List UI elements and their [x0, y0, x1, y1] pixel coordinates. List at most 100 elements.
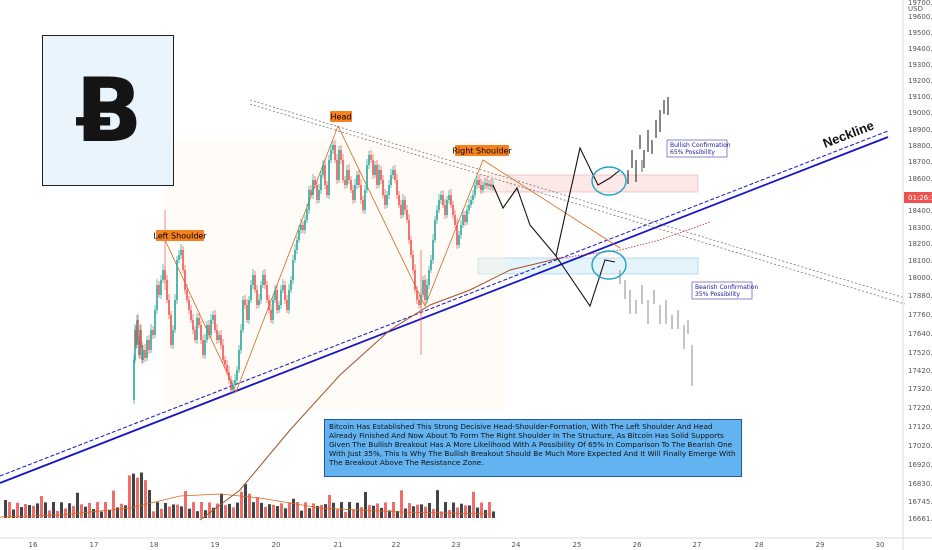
candle-body: [488, 184, 490, 186]
date-tick-label: 28: [755, 541, 764, 549]
candle-body: [284, 285, 286, 300]
date-tick-label: 23: [452, 541, 461, 549]
candle-body: [176, 260, 178, 300]
currency-label: USD: [908, 5, 923, 13]
candle-body: [286, 300, 288, 310]
candle-body: [210, 320, 212, 335]
price-tick-label: 18300.00: [908, 224, 932, 232]
bearish-possibility-label: 35% Possibility: [695, 291, 740, 298]
candle-body: [268, 300, 270, 310]
price-tick-label: 19000.00: [908, 109, 932, 117]
bullish-highlight-circle: [591, 166, 627, 196]
candle-body: [214, 315, 216, 330]
price-tick-label: 18400.00: [908, 207, 932, 215]
volume-bar: [164, 503, 167, 518]
price-tick-label: 17020.00: [908, 442, 932, 450]
candle-body: [141, 345, 143, 360]
price-tick-label: 19700.00: [908, 0, 932, 7]
candle-body: [220, 335, 222, 345]
candle-body: [368, 155, 370, 165]
candle-body: [432, 240, 434, 260]
candle-body: [226, 365, 228, 372]
price-tick-label: 18100.00: [908, 257, 932, 265]
head-label-bg: [330, 111, 352, 122]
volume-bar: [168, 506, 171, 518]
volume-bar: [340, 502, 343, 518]
volume-bar: [252, 502, 255, 518]
candle-body: [454, 215, 456, 225]
support-zone: [477, 257, 699, 275]
candle-body: [300, 225, 302, 230]
candle-body: [350, 180, 352, 190]
candle-body: [322, 165, 324, 175]
candle-body: [346, 170, 348, 185]
candle-body: [272, 300, 274, 320]
volume-bar: [52, 502, 55, 518]
volume-bar: [304, 502, 307, 518]
volume-bar: [312, 503, 315, 518]
candle-body: [416, 290, 418, 300]
candle-body: [304, 220, 306, 230]
candle-body: [140, 330, 142, 345]
bullish-confirmation-box: [666, 139, 728, 158]
volume-bar: [444, 502, 447, 518]
candle-body: [320, 175, 322, 190]
candle-body: [306, 210, 308, 220]
candle-body: [238, 350, 240, 370]
volume-bar: [124, 505, 127, 518]
candle-body: [264, 275, 266, 285]
candle-body: [146, 340, 148, 358]
date-tick-label: 25: [573, 541, 582, 549]
volume-bar: [12, 509, 15, 518]
projection: [492, 97, 693, 386]
candle-body: [466, 210, 468, 222]
candle-body: [148, 340, 150, 350]
candle-body: [182, 250, 184, 270]
candle-body: [472, 195, 474, 200]
volume-bar: [76, 492, 79, 518]
candle-body: [428, 270, 430, 285]
volume-bar: [208, 502, 211, 518]
candle-body: [356, 175, 358, 185]
candle-body: [308, 190, 310, 210]
candle-body: [316, 185, 318, 200]
candle-body: [450, 195, 452, 205]
date-tick-label: 26: [633, 541, 642, 549]
volume-bar: [480, 502, 483, 518]
volume-bar: [420, 504, 423, 518]
candle-body: [436, 210, 438, 220]
volume-bar: [432, 508, 435, 518]
volume-bar: [384, 502, 387, 518]
candle-body: [318, 190, 320, 200]
candle-body: [422, 280, 424, 295]
volume-bar: [136, 477, 139, 518]
candle-body: [190, 310, 192, 320]
candle-body: [194, 330, 196, 340]
candle-body: [476, 180, 478, 185]
volume-bar: [152, 511, 155, 518]
price-tick-label: 19600.00: [908, 13, 932, 21]
volume-bar: [44, 502, 47, 518]
volume-bar: [4, 500, 7, 518]
candle-body: [250, 285, 252, 300]
candle-body: [426, 285, 428, 300]
volume-bar: [488, 502, 491, 518]
candle-body: [240, 330, 242, 350]
volume-bar: [112, 490, 115, 518]
candle-body: [290, 280, 292, 290]
candle-body: [133, 360, 135, 400]
volume-bar: [140, 472, 143, 518]
volume-bar: [108, 509, 111, 518]
volume-bar: [380, 507, 383, 518]
candle-body: [252, 275, 254, 285]
volume-bar: [64, 508, 67, 518]
price-tick-label: 19200.00: [908, 77, 932, 85]
candle-body: [468, 205, 470, 210]
volume-bar: [244, 484, 247, 518]
date-tick-label: 29: [816, 541, 825, 549]
candle-body: [142, 350, 144, 360]
volume-bar: [416, 504, 419, 518]
candle-body: [312, 180, 314, 195]
candle-body: [274, 290, 276, 300]
